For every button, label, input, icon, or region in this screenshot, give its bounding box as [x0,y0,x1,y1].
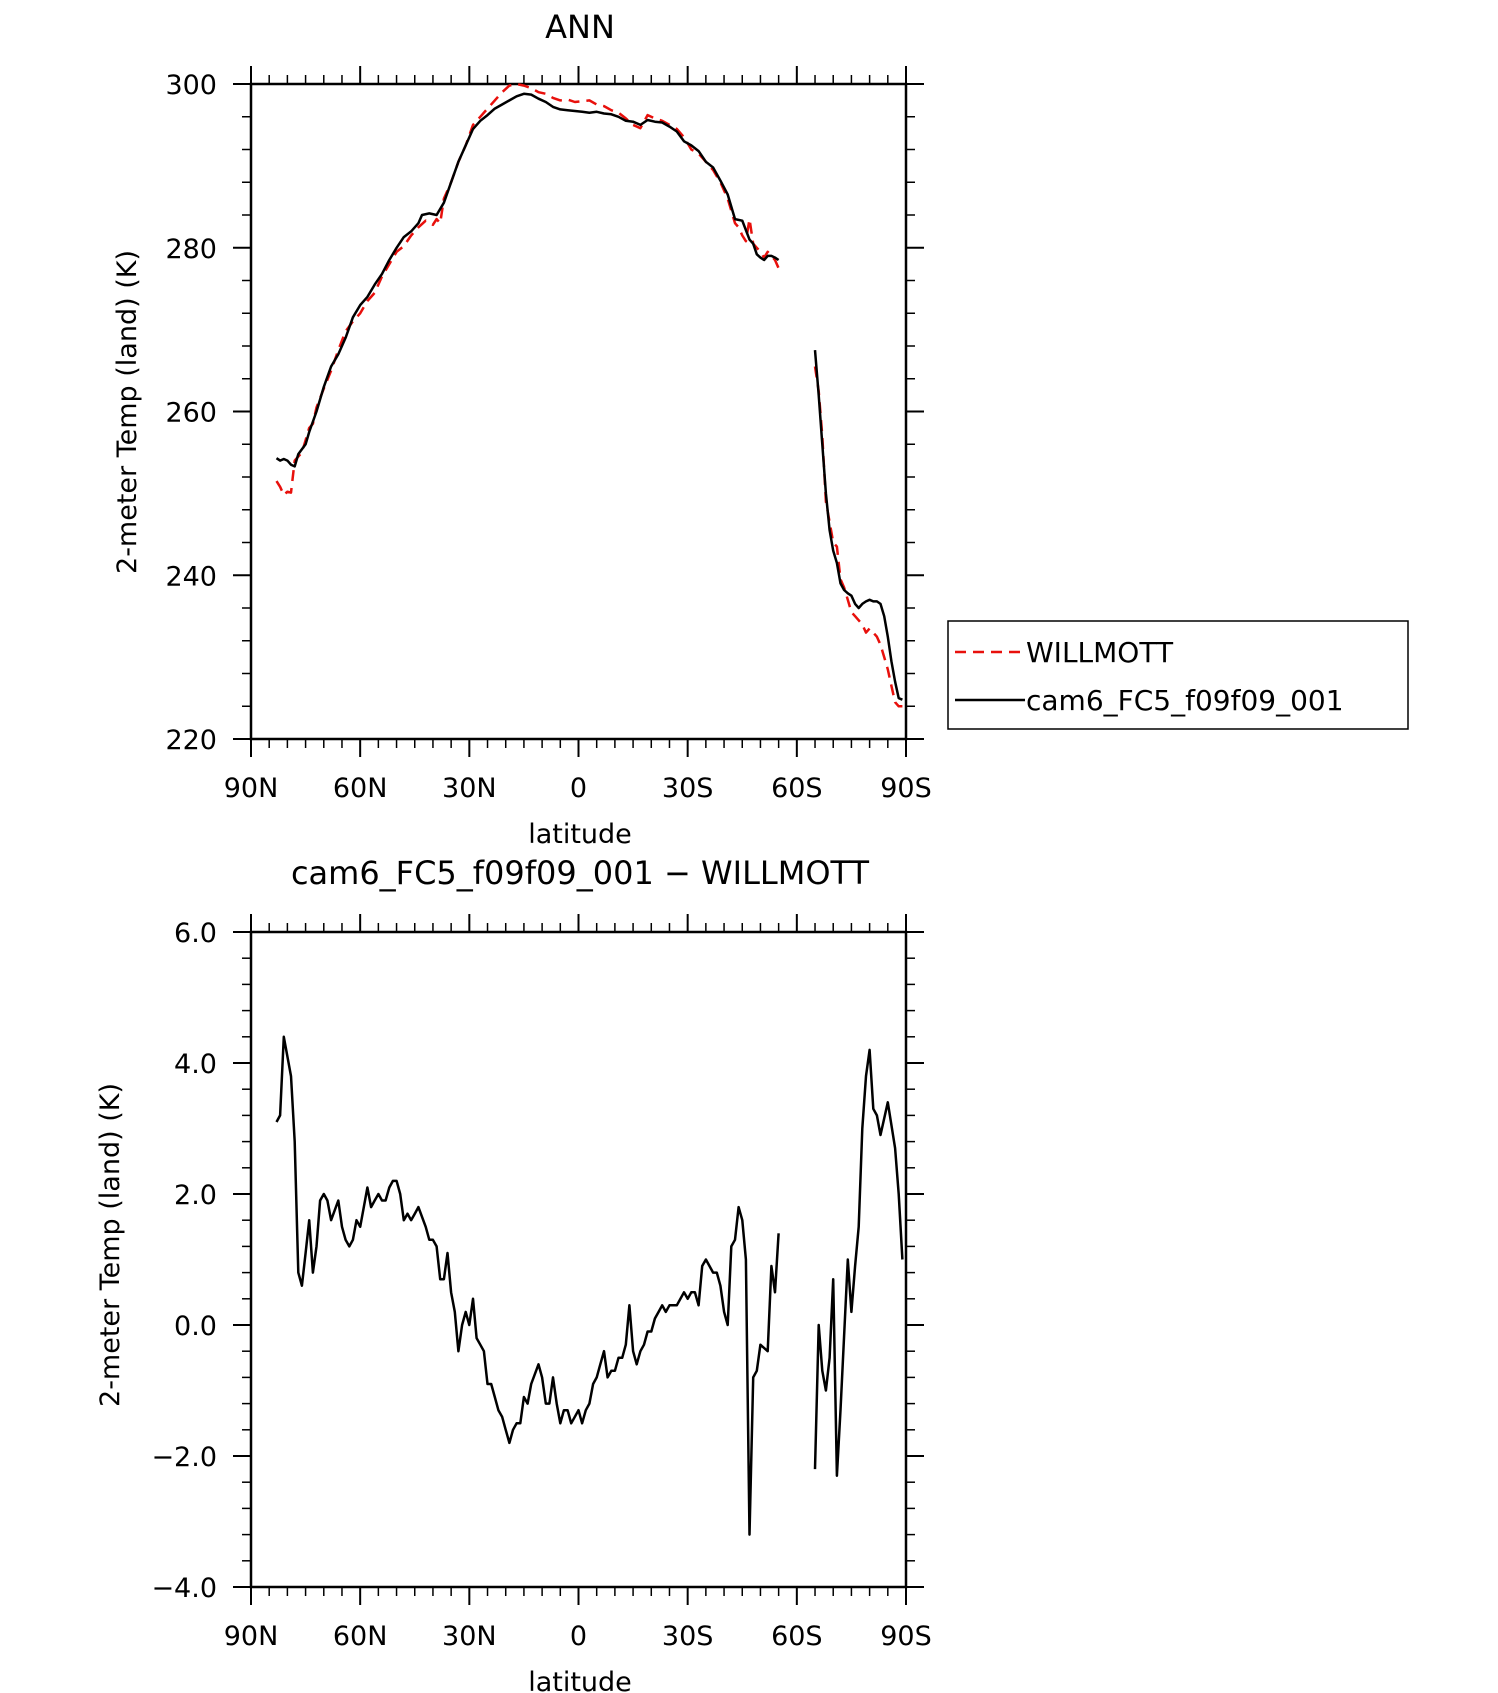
top-y-tick-label: 280 [165,234,217,265]
top-plot-frame [249,82,908,741]
bottom-line-series-0 [813,1048,904,1477]
legend-label-willmott: WILLMOTT [1026,636,1174,669]
top-series-lines [275,82,903,708]
top-panel: ANN 90N 60N 30N 0 30S 60S 90S 220 240 260 280 300 l… [112,8,932,850]
bottom-x-tick-label: 30N [442,1621,497,1652]
top-x-tick-label: 30N [442,773,497,804]
top-x-tick-label: 60N [333,773,388,804]
top-x-tick-label: 60S [771,773,823,804]
top-line-cam6-fc5-f09f09-001 [275,92,780,468]
top-x-tick-label: 0 [570,773,587,804]
bottom-plot-frame [249,930,908,1589]
bottom-y-tick-label: 6.0 [174,918,217,949]
bottom-series-lines [275,1035,904,1536]
bottom-y-tick-label: 2.0 [174,1180,217,1211]
top-x-tick-label: 90S [880,773,932,804]
legend-label-cam6: cam6_FC5_f09f09_001 [1026,684,1344,717]
bottom-x-axis-title: latitude [528,1667,632,1693]
bottom-y-tick-label: 0.0 [174,1311,217,1342]
top-y-tick-label: 240 [165,561,217,592]
top-y-tick-label: 220 [165,725,217,756]
bottom-plot-title: cam6_FC5_f09f09_001 − WILLMOTT [291,854,870,892]
legend-box [947,620,1409,730]
legend: WILLMOTT cam6_FC5_f09f09_001 [947,620,1409,730]
top-x-tick-label: 30S [662,773,714,804]
top-y-axis-title: 2-meter Temp (land) (K) [112,250,143,574]
bottom-y-tick-label: −4.0 [151,1573,217,1604]
top-plot-title: ANN [545,8,615,46]
top-y-tick-label: 260 [165,398,217,429]
bottom-ticks: 90N 60N 30N 0 30S 60S 90S −4.0 −2.0 0.0 2.0 4.0 6.0 [151,914,932,1652]
top-line-willmott [275,82,780,497]
top-ticks: 90N 60N 30N 0 30S 60S 90S 220 240 260 280 300 [165,66,932,804]
top-y-tick-label: 300 [165,70,217,101]
bottom-x-tick-label: 90S [880,1621,932,1652]
bottom-y-axis-title: 2-meter Temp (land) (K) [95,1083,126,1407]
bottom-panel: cam6_FC5_f09f09_001 − WILLMOTT 90N 60N 30N… [95,854,932,1693]
bottom-y-tick-label: 4.0 [174,1049,217,1080]
top-line-cam6-fc5-f09f09-001 [813,349,903,701]
top-x-tick-label: 90N [224,773,279,804]
bottom-y-tick-label: −2.0 [151,1442,217,1473]
top-x-axis-title: latitude [528,819,632,850]
bottom-x-tick-label: 60N [333,1621,388,1652]
bottom-x-tick-label: 90N [224,1621,279,1652]
top-line-willmott [813,366,903,708]
bottom-line-series-0 [275,1035,780,1536]
bottom-x-tick-label: 30S [662,1621,714,1652]
bottom-x-tick-label: 60S [771,1621,823,1652]
bottom-x-tick-label: 0 [570,1621,587,1652]
